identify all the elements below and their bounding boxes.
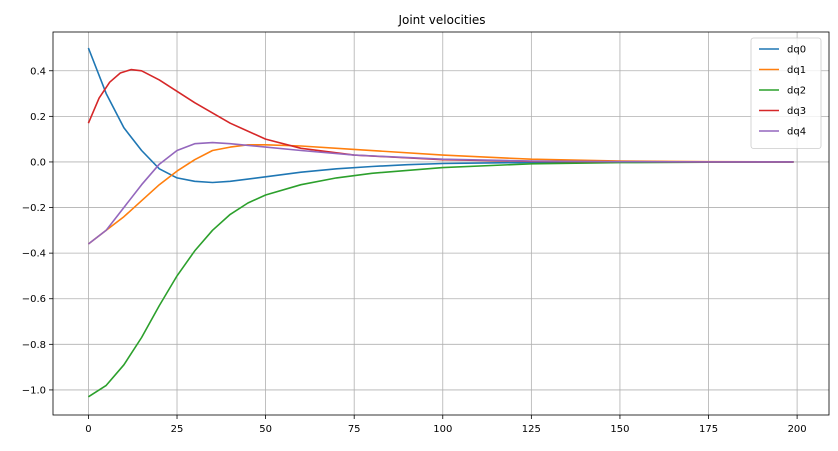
y-tick-label: −0.8: [22, 340, 46, 351]
x-tick-label: 50: [259, 424, 272, 435]
x-tick-label: 200: [788, 424, 807, 435]
y-tick-label: 0.4: [30, 66, 46, 77]
y-tick-label: −0.2: [22, 203, 46, 214]
x-tick-label: 175: [699, 424, 718, 435]
chart-title: Joint velocities: [397, 13, 485, 27]
legend-label-dq1: dq1: [787, 65, 806, 76]
x-tick-label: 25: [171, 424, 184, 435]
series-line-dq4: [87, 141, 794, 245]
series-layer: [87, 47, 794, 398]
axes: 0 25 50 75 100 125 150 175 200 −1.0 −0.8 −0.6 −0.4 −0…: [22, 31, 830, 435]
legend-label-dq0: dq0: [787, 45, 806, 56]
legend-label-dq4: dq4: [787, 127, 806, 138]
legend-box: [750, 37, 822, 149]
series-line-dq0: [87, 47, 794, 184]
legend-label-dq3: dq3: [787, 106, 806, 117]
legend: dq0 dq1 dq2 dq3 dq4: [750, 37, 822, 149]
x-tick-label: 0: [85, 424, 91, 435]
y-tick-label: 0.2: [30, 112, 46, 123]
grid: [53, 32, 829, 415]
x-tick-label: 100: [433, 424, 452, 435]
x-tick-label: 150: [610, 424, 629, 435]
plot-frame: [52, 31, 830, 416]
y-tick-label: 0.0: [30, 157, 46, 168]
series-line-dq1: [87, 144, 794, 245]
x-tick-label: 125: [522, 424, 541, 435]
x-tick-label: 75: [348, 424, 361, 435]
y-tick-label: −0.6: [22, 294, 46, 305]
y-tick-label: −0.4: [22, 249, 46, 260]
legend-label-dq2: dq2: [787, 86, 806, 97]
y-tick-label: −1.0: [22, 385, 46, 396]
series-line-dq2: [87, 161, 794, 398]
